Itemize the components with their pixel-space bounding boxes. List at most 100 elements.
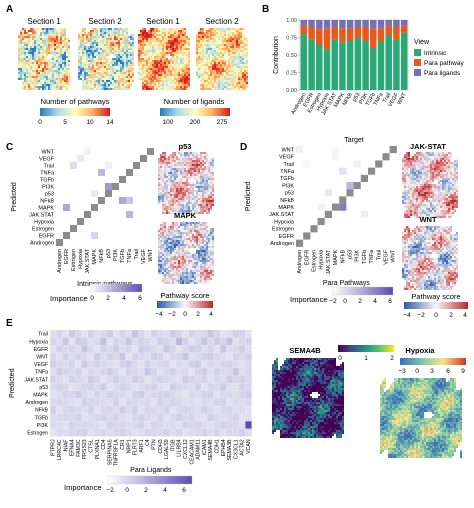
tissue-spot [44,28,46,30]
tissue-spot [162,48,164,50]
tissue-spot [170,156,172,158]
tissue-spot [204,256,206,258]
tissue-spot [156,34,158,36]
tissue-spot [218,36,220,38]
tissue-spot [220,68,222,70]
tissue-spot [174,240,176,242]
tissue-spot [172,252,174,254]
tissue-spot [34,72,36,74]
tissue-spot [160,28,162,30]
tissue-spot [42,40,44,42]
tissue-spot [206,188,208,190]
tissue-spot [158,190,160,192]
tissue-spot [190,238,192,240]
tissue-spot [176,42,178,44]
tissue-spot [170,78,172,80]
tissue-spot [226,82,228,84]
tissue-spot [180,262,182,264]
tissue-spot [222,28,224,30]
tissue-spot [200,254,202,256]
tissue-spot [222,32,224,34]
tissue-spot [118,56,120,58]
tissue-spot [182,84,184,86]
tissue-spot [194,254,196,256]
tissue-spot [236,84,238,86]
tissue-spot [156,80,158,82]
tissue-spot [154,80,156,82]
tissue-spot [220,56,222,58]
tissue-spot [58,82,60,84]
tissue-spot [204,160,206,162]
tissue-spot [178,274,180,276]
tissue-spot [226,50,228,52]
tissue-spot [62,48,64,50]
tissue-spot [126,78,128,80]
tissue-spot [238,88,240,90]
tissue-spot [126,76,128,78]
tissue-spot [242,36,244,38]
tissue-spot [68,78,70,80]
tissue-spot [190,242,192,244]
tissue-spot [162,178,164,180]
tissue-spot [168,252,170,254]
tissue-spot [78,66,80,68]
tissue-spot [182,40,184,42]
tissue-spot [176,82,178,84]
tissue-spot [236,80,238,82]
tissue-spot [36,48,38,50]
tissue-spot [174,252,176,254]
tissue-spot [166,186,168,188]
tissue-spot [188,74,190,76]
tissue-spot [198,186,200,188]
tissue-spot [68,86,70,88]
tissue-spot [192,206,194,208]
tissue-spot [94,30,96,32]
tissue-spot [58,68,60,70]
tissue-spot [24,58,26,60]
tissue-spot [218,58,220,60]
tissue-spot [114,48,116,50]
tissue-spot [164,52,166,54]
tissue-spot [208,172,210,174]
tissue-spot [48,66,50,68]
tissue-spot [204,258,206,260]
tissue-spot [178,204,180,206]
tissue-spot [402,190,404,192]
tissue-spot [204,78,206,80]
tissue-spot [208,50,210,52]
tissue-spot [28,78,30,80]
tissue-spot [202,192,204,194]
tissue-spot [206,158,208,160]
tissue-spot [240,58,242,60]
tissue-spot [412,166,414,168]
tissue-spot [24,66,26,68]
tissue-spot [194,164,196,166]
tissue-spot [78,68,80,70]
tissue-spot [150,64,152,66]
tissue-spot [186,246,188,248]
tissue-spot [114,82,116,84]
tissue-spot [110,44,112,46]
tissue-spot [90,58,92,60]
tissue-spot [96,46,98,48]
tissue-spot [194,276,196,278]
tissue-spot [22,38,24,40]
tissue-spot [144,48,146,50]
tissue-spot [212,242,214,244]
tissue-spot [22,78,24,80]
tissue-spot [150,48,152,50]
tissue-spot [194,238,196,240]
tissue-spot [18,78,20,80]
tissue-spot [204,164,206,166]
tissue-spot [172,44,174,46]
tissue-spot [58,84,60,86]
tissue-spot [140,58,142,60]
tissue-spot [106,68,108,70]
tissue-spot [412,162,414,164]
tissue-spot [58,54,60,56]
tissue-spot [202,186,204,188]
tissue-spot [82,38,84,40]
tissue-spot [188,64,190,66]
tissue-spot [246,38,248,40]
tissue-spot [184,278,186,280]
